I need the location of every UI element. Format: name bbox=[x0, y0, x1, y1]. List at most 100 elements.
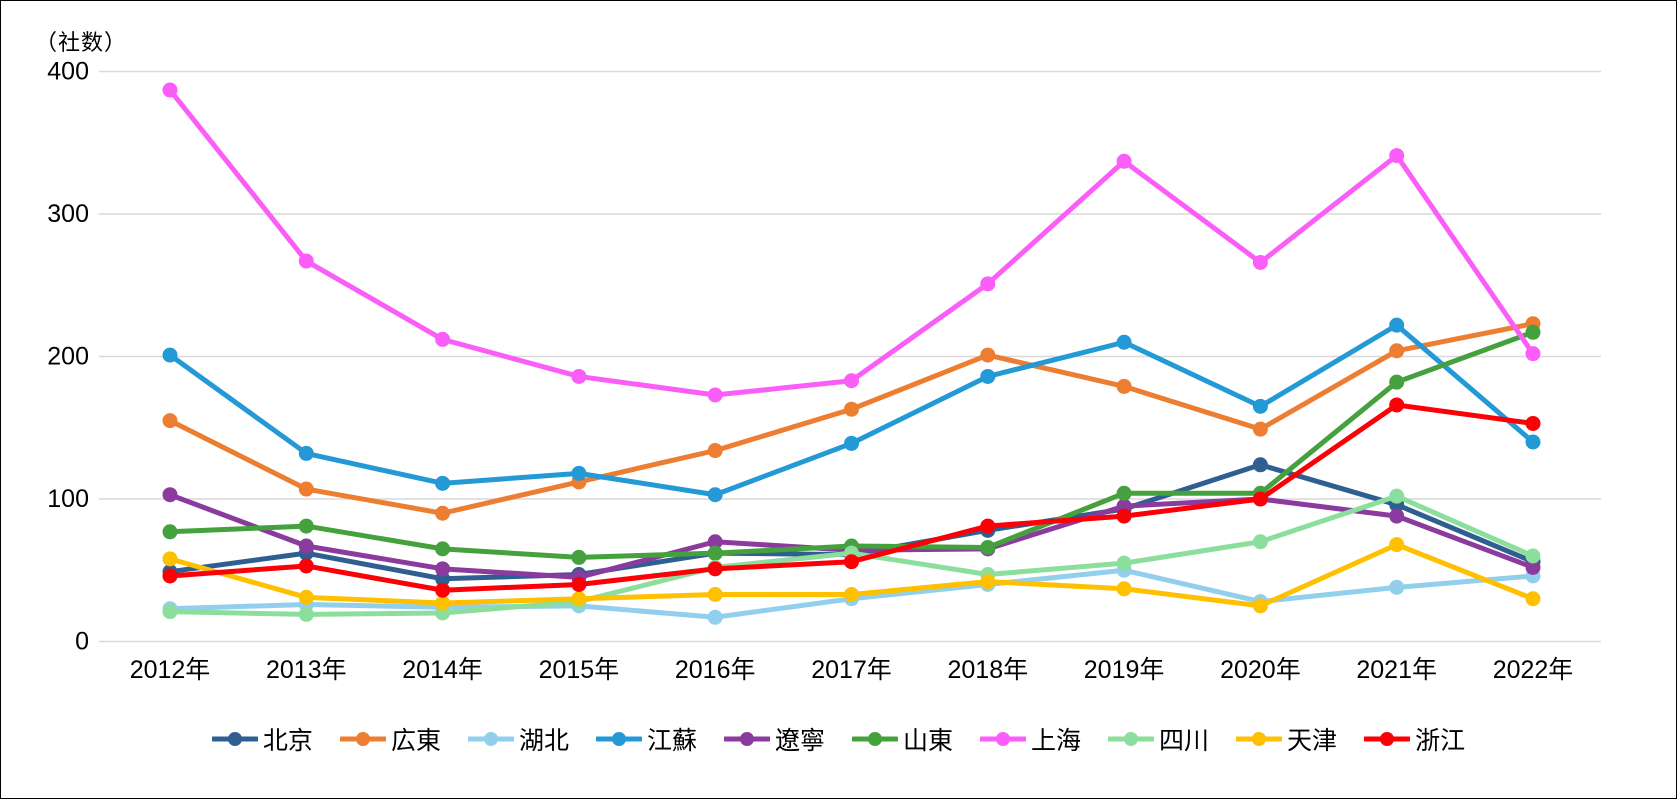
legend-item-上海: 上海 bbox=[980, 721, 1081, 757]
data-point-江蘇 bbox=[707, 487, 723, 503]
legend-dot bbox=[1380, 732, 1395, 746]
data-point-浙江 bbox=[1252, 491, 1268, 507]
data-point-遼寧 bbox=[1525, 559, 1541, 575]
data-point-山東 bbox=[162, 524, 178, 540]
data-point-広東 bbox=[707, 443, 723, 459]
data-point-遼寧 bbox=[435, 561, 451, 577]
data-point-湖北 bbox=[707, 609, 723, 625]
legend-item-広東: 広東 bbox=[339, 721, 441, 757]
x-tick-label: 2016年 bbox=[675, 656, 756, 684]
data-point-天津 bbox=[435, 595, 451, 611]
data-point-山東 bbox=[1116, 485, 1132, 501]
data-point-四川 bbox=[1525, 548, 1541, 564]
legend-item-四川: 四川 bbox=[1108, 721, 1209, 757]
legend-marker bbox=[980, 732, 1027, 746]
data-point-浙江 bbox=[435, 582, 451, 598]
legend-label: 山東 bbox=[903, 727, 954, 755]
legend-label: 四川 bbox=[1159, 727, 1210, 755]
data-point-浙江 bbox=[298, 558, 314, 574]
x-tick-label: 2020年 bbox=[1220, 656, 1301, 684]
data-point-江蘇 bbox=[844, 435, 859, 451]
data-point-遼寧 bbox=[298, 538, 314, 554]
legend-marker bbox=[1108, 732, 1155, 746]
data-point-浙江 bbox=[1116, 508, 1132, 524]
data-point-天津 bbox=[1116, 581, 1132, 597]
data-point-山東 bbox=[435, 541, 451, 557]
legend-label: 浙江 bbox=[1415, 727, 1466, 755]
data-point-天津 bbox=[1525, 591, 1541, 607]
data-point-上海 bbox=[707, 387, 723, 403]
data-point-浙江 bbox=[1525, 415, 1541, 431]
legend-marker bbox=[467, 732, 514, 746]
legend-marker bbox=[723, 732, 770, 746]
data-point-江蘇 bbox=[435, 475, 451, 491]
data-point-広東 bbox=[980, 347, 996, 363]
legend-item-遼寧: 遼寧 bbox=[723, 721, 825, 757]
x-tick-label: 2015年 bbox=[539, 656, 620, 684]
legend-dot bbox=[611, 732, 626, 746]
y-tick-label: 400 bbox=[47, 58, 89, 86]
data-point-上海 bbox=[1116, 153, 1132, 169]
legend-marker bbox=[211, 732, 258, 746]
legend-dot bbox=[1124, 732, 1139, 746]
legend-dot bbox=[739, 732, 754, 746]
data-point-広東 bbox=[1116, 378, 1132, 394]
legend-marker bbox=[852, 732, 898, 746]
data-point-山東 bbox=[707, 545, 723, 561]
data-point-山東 bbox=[1389, 374, 1405, 390]
data-point-上海 bbox=[1389, 148, 1405, 164]
y-tick-label: 200 bbox=[47, 343, 89, 371]
series-line-上海 bbox=[167, 87, 1536, 398]
data-point-江蘇 bbox=[298, 445, 314, 461]
legend-item-山東: 山東 bbox=[852, 721, 953, 757]
x-tick-label: 2013年 bbox=[266, 656, 347, 684]
data-point-四川 bbox=[1389, 488, 1405, 504]
data-point-上海 bbox=[571, 368, 587, 384]
data-point-江蘇 bbox=[1525, 434, 1541, 450]
data-point-天津 bbox=[1389, 537, 1405, 553]
chart-legend: 北京 広東 湖北 江蘇 遼寧 山東 上海 四川 天津 浙江 bbox=[1, 721, 1676, 757]
legend-item-北京: 北京 bbox=[211, 721, 313, 757]
data-point-山東 bbox=[1525, 324, 1541, 340]
data-point-浙江 bbox=[162, 568, 178, 584]
data-point-北京 bbox=[1252, 457, 1268, 473]
legend-label: 上海 bbox=[1031, 727, 1082, 755]
data-point-浙江 bbox=[1389, 397, 1405, 413]
data-point-広東 bbox=[162, 413, 178, 429]
data-point-上海 bbox=[162, 82, 178, 98]
data-point-上海 bbox=[1525, 346, 1541, 362]
data-point-天津 bbox=[162, 551, 178, 567]
data-point-遼寧 bbox=[707, 534, 723, 550]
data-point-四川 bbox=[1116, 555, 1132, 571]
legend-label: 湖北 bbox=[518, 727, 569, 755]
data-point-天津 bbox=[980, 574, 996, 590]
y-tick-label: 100 bbox=[47, 485, 89, 513]
data-point-浙江 bbox=[844, 554, 859, 570]
data-point-山東 bbox=[571, 549, 587, 565]
legend-label: 江蘇 bbox=[646, 727, 697, 755]
data-point-天津 bbox=[298, 589, 314, 605]
data-point-山東 bbox=[298, 518, 314, 534]
data-point-四川 bbox=[298, 606, 314, 622]
data-point-浙江 bbox=[707, 561, 723, 577]
x-tick-label: 2021年 bbox=[1356, 656, 1437, 684]
x-tick-label: 2014年 bbox=[402, 656, 483, 684]
data-point-江蘇 bbox=[980, 368, 996, 384]
legend-dot bbox=[996, 732, 1011, 746]
legend-marker bbox=[1236, 732, 1283, 746]
data-point-湖北 bbox=[1389, 579, 1405, 595]
legend-dot bbox=[483, 732, 498, 746]
legend-marker bbox=[339, 732, 386, 746]
data-point-江蘇 bbox=[162, 347, 178, 363]
legend-dot bbox=[868, 732, 882, 746]
legend-item-江蘇: 江蘇 bbox=[595, 721, 697, 757]
y-axis-unit-label: （社数） bbox=[35, 30, 128, 55]
data-point-広東 bbox=[1252, 421, 1268, 437]
x-tick-label: 2017年 bbox=[811, 656, 892, 684]
legend-label: 北京 bbox=[262, 727, 313, 755]
data-point-天津 bbox=[844, 586, 859, 602]
data-point-山東 bbox=[980, 539, 996, 555]
data-point-天津 bbox=[1252, 598, 1268, 614]
